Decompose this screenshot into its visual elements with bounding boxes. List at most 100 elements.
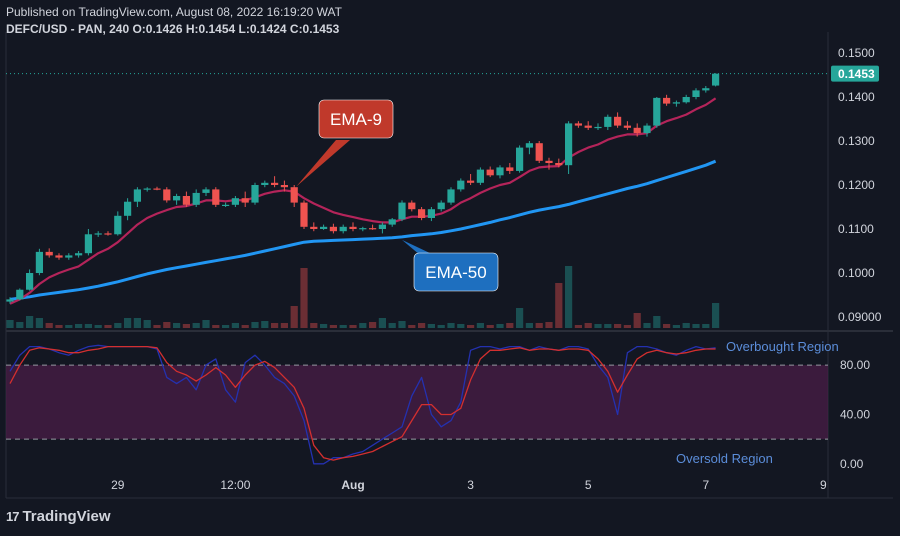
volume-bar [633, 313, 641, 328]
volume-bar [271, 323, 279, 328]
candle-body [202, 189, 210, 193]
candle-body [427, 209, 435, 218]
candle-body [437, 202, 445, 210]
candle-body [663, 97, 671, 104]
candle-body [604, 116, 612, 127]
volume-bar [6, 320, 14, 328]
volume-bar [153, 325, 161, 328]
volume-bar [447, 323, 455, 328]
candle-body [574, 123, 582, 126]
volume-bar [261, 321, 269, 328]
candle-body [388, 219, 396, 225]
time-tick-label: 5 [585, 478, 592, 492]
volume-bar [320, 324, 328, 328]
volume-bar [643, 323, 651, 328]
volume-bar [408, 325, 416, 328]
volume-bar [104, 325, 112, 328]
ema50-callout-pointer [402, 239, 434, 255]
volume-bar [163, 322, 171, 328]
volume-bar [614, 324, 622, 328]
candle-body [231, 198, 239, 205]
volume-bar [535, 323, 543, 328]
volume-bar [672, 325, 680, 328]
symbol-ohlc-line: DEFC/USD - PAN, 240 O:0.1426 H:0.1454 L:… [6, 22, 340, 36]
volume-bar [574, 325, 582, 328]
candle-body [408, 202, 416, 210]
candle-body [712, 73, 720, 86]
oscillator-tick-label: 0.00 [840, 457, 864, 471]
volume-bar [398, 321, 406, 328]
tradingview-wordmark: TradingView [22, 508, 111, 525]
oversold-region-label: Oversold Region [676, 451, 773, 466]
candle-body [133, 189, 141, 202]
candle-body [496, 167, 504, 176]
candle-body [35, 251, 43, 273]
oscillator-tick-label: 40.00 [840, 407, 870, 421]
candle-body [300, 202, 308, 227]
price-tick-label: 0.1300 [838, 134, 875, 148]
candle-body [84, 234, 92, 254]
candle-body [261, 182, 269, 185]
volume-bar [467, 325, 475, 328]
last-price-label: 0.1453 [838, 67, 875, 81]
candle-body [516, 147, 524, 171]
volume-bar [251, 322, 259, 328]
oscillator-slow-line [9, 345, 716, 461]
volume-bar [349, 325, 357, 328]
volume-bar [124, 318, 132, 328]
candle-body [320, 226, 328, 229]
candle-body [241, 198, 249, 203]
candle-body [173, 196, 181, 201]
volume-bar [525, 323, 533, 328]
volume-bar [506, 323, 514, 328]
volume-bar [75, 324, 83, 328]
volume-bar [476, 323, 484, 328]
ema9-callout-box [318, 99, 394, 139]
candle-body [26, 273, 34, 290]
time-tick-label: Aug [341, 478, 364, 492]
volume-bar [545, 322, 553, 328]
candle-body [525, 143, 533, 148]
ema9-line [9, 97, 717, 305]
candle-body [182, 196, 190, 205]
volume-bar [663, 324, 671, 328]
time-tick-label: 12:00 [220, 478, 250, 492]
candle-body [594, 126, 602, 129]
candle-body [476, 169, 484, 183]
volume-bar [329, 325, 337, 328]
oscillator-tick-label: 80.00 [840, 358, 870, 372]
candle-body [623, 125, 631, 128]
price-tick-label: 0.1000 [838, 266, 875, 280]
volume-bar [84, 324, 92, 328]
volume-bar [290, 306, 298, 328]
tradingview-logo-icon: 17 [6, 509, 20, 524]
candle-body [692, 90, 700, 97]
ema9-callout-label: EMA-9 [330, 110, 382, 129]
candle-body [614, 116, 622, 126]
candle-body [290, 187, 298, 203]
volume-bar [26, 316, 34, 328]
time-tick-label: 29 [111, 478, 125, 492]
volume-bar [369, 322, 377, 328]
volume-bar [222, 325, 230, 328]
volume-bar [427, 324, 435, 328]
tradingview-branding[interactable]: 17 TradingView [6, 508, 111, 525]
candle-body [153, 188, 161, 190]
volume-bar [55, 325, 63, 328]
candle-body [369, 228, 377, 230]
candle-body [45, 251, 53, 256]
price-tick-label: 0.1500 [838, 46, 875, 60]
volume-bar [516, 308, 524, 328]
time-tick-label: 3 [467, 478, 474, 492]
candle-body [398, 202, 406, 220]
candle-body [251, 185, 259, 203]
volume-bar [231, 323, 239, 328]
candle-body [672, 102, 680, 104]
volume-bar [173, 323, 181, 328]
price-tick-label: 0.09000 [838, 310, 882, 324]
volume-bar [712, 303, 720, 328]
last-price-badge [831, 65, 879, 82]
volume-bar [692, 324, 700, 328]
